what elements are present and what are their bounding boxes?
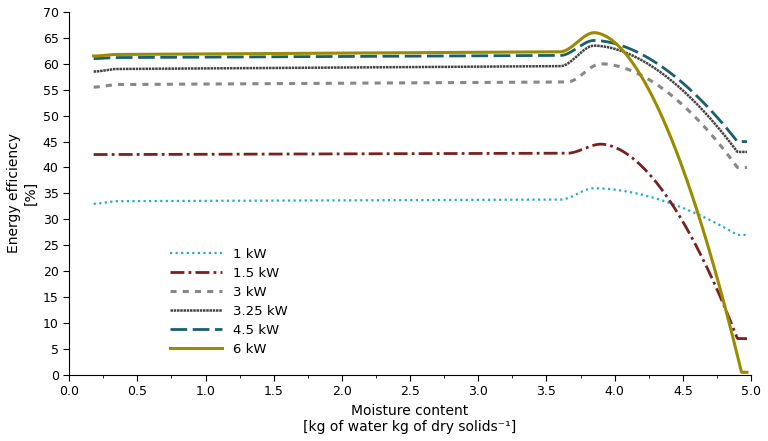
- Y-axis label: Energy efficiency
[%]: Energy efficiency [%]: [7, 134, 37, 254]
- X-axis label: Moisture content
[kg of water kg of dry solids⁻¹]: Moisture content [kg of water kg of dry …: [303, 404, 517, 434]
- Legend: 1 kW, 1.5 kW, 3 kW, 3.25 kW, 4.5 kW, 6 kW: 1 kW, 1.5 kW, 3 kW, 3.25 kW, 4.5 kW, 6 k…: [164, 243, 293, 361]
